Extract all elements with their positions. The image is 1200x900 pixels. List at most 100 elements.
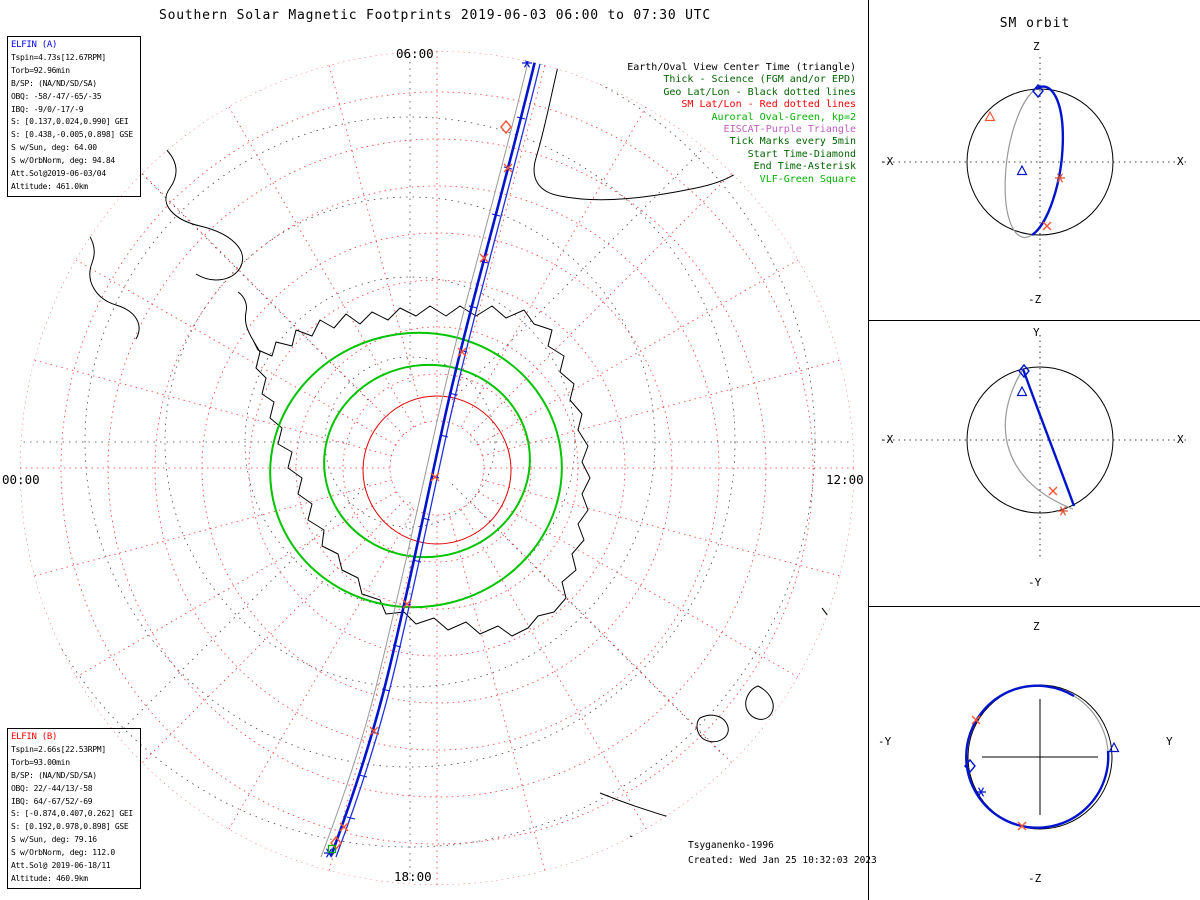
auroral-oval (269, 331, 563, 609)
orbit-gray-arc (1004, 368, 1074, 510)
legend-line: Thick - Science (FGM and/or EPD) (663, 74, 856, 86)
elfin-b-info-line: S: [0.192,0.978,0.898] GSE (11, 822, 129, 832)
legend-line: Tick Marks every 5min (729, 136, 856, 148)
elfin-a-info-line: S w/Sun, deg: 64.00 (11, 143, 97, 153)
main-polar-plot (20, 51, 854, 885)
antarctica-outline (252, 305, 591, 637)
panel-axes-dotted (882, 335, 1190, 559)
panel-axes-dotted (882, 57, 1190, 281)
antarctic-peninsula (237, 291, 254, 341)
axis-label-y-pos: Y (1033, 326, 1040, 339)
five-min-ticks (346, 116, 526, 820)
legend-line: Geo Lat/Lon - Black dotted lines (663, 86, 856, 98)
mlt-label-top: 06:00 (396, 46, 434, 61)
geo-lat-lon-grid (20, 51, 850, 882)
elfin-b-title: ELFIN (B) (11, 732, 58, 742)
legend-line: End Time-Asterisk (753, 161, 856, 173)
model-label: Tsyganenko-1996 (688, 840, 774, 851)
sm-orbit-panel-xy: Y -Y -X X (870, 321, 1200, 606)
elfin-b-info-line: OBQ: 22/-44/13/-58 (11, 783, 93, 793)
created-timestamp: Created: Wed Jan 25 10:32:03 2023 (688, 855, 877, 866)
elfin-b-info-line: S w/Sun, deg: 79.16 (11, 835, 97, 845)
earth-circle (966, 366, 1114, 514)
eiscat-view-triangle (984, 111, 996, 122)
sm-orbit-panel-yz-plot (964, 684, 1120, 831)
elfin-b-info-line: Altitude: 460.9km (11, 873, 88, 883)
elfin-b-info-line: S w/OrbNorm, deg: 112.0 (11, 848, 115, 858)
elfin-a-info-box: ELFIN (A) Tspin=4.73s[12.67RPM] Torb=92.… (7, 36, 141, 197)
legend-line: SM Lat/Lon - Red dotted lines (681, 99, 856, 111)
footprint-track-gray (320, 61, 529, 858)
axis-label-z-pos: Z (1033, 40, 1040, 53)
sm-orbit-title: SM orbit (999, 16, 1071, 31)
elfin-a-info-line: Att.Sol@2019-06-03/04 (11, 169, 106, 179)
mlt-label-bottom: 18:00 (394, 869, 432, 884)
orbit-science-arc (1031, 85, 1065, 236)
sm-lat-lon-grid (20, 51, 854, 885)
axis-label-y-neg: -Y (878, 735, 892, 748)
legend-line: Auroral Oval-Green, kp=2 (711, 111, 857, 123)
legend-line: VLF-Green Square (759, 173, 856, 185)
footprint-track-elfin-b (335, 59, 542, 858)
orbit-gray-arc (1004, 88, 1037, 239)
axis-label-z-pos: Z (1033, 620, 1040, 633)
panel-divider-vertical (868, 0, 869, 900)
elfin-b-info-line: Tspin=2.66s[22.53RPM] (11, 744, 106, 754)
island-chain (744, 759, 771, 793)
axis-label-x-neg: -X (880, 155, 894, 168)
mlt-label-left: 00:00 (2, 472, 40, 487)
elfin-a-info-line: S: [0.438,-0.005,0.898] GSE (11, 130, 133, 140)
coast-fragment-left (59, 212, 140, 340)
view-center-triangle (1016, 386, 1028, 397)
footprint-track-elfin-a (329, 56, 538, 857)
elfin-a-info-line: OBQ: -58/-47/-65/-35 (11, 91, 102, 101)
sm-orbit-panel-yz: Z -Z -Y Y (870, 607, 1200, 900)
orbit-science-arc (965, 684, 1110, 829)
coast-right-edge-arc (816, 607, 848, 732)
legend-line: Start Time-Diamond (747, 148, 856, 160)
elfin-b-info-line: IBQ: 64/-67/52/-69 (11, 796, 93, 806)
elfin-a-title: ELFIN (A) (11, 40, 58, 50)
axis-label-y-neg: -Y (1028, 576, 1042, 589)
sm-orbit-panel-xy-plot (882, 335, 1190, 559)
elfin-b-info-line: S: [-0.874,0.407,0.262] GEI (11, 809, 133, 819)
orange-tick-marks (339, 163, 513, 832)
island-2 (745, 685, 774, 720)
panel-axes-cross (982, 699, 1098, 815)
legend-line: Earth/Oval View Center Time (triangle) (627, 62, 856, 73)
elfin-a-info-line: Tspin=4.73s[12.67RPM] (11, 52, 106, 62)
axis-label-z-neg: -Z (1028, 293, 1042, 306)
elfin-a-info-line: S w/OrbNorm, deg: 94.84 (11, 156, 115, 166)
sm-orbit-panel-xz-plot (882, 57, 1190, 281)
plot-legend: Earth/Oval View Center Time (triangle) T… (520, 62, 856, 186)
axis-label-y-pos: Y (1166, 735, 1173, 748)
elfin-a-info-line: B/SP: (NA/ND/SD/SA) (11, 78, 97, 88)
coast-fragment-topleft (147, 137, 243, 281)
main-title: Southern Solar Magnetic Footprints 2019-… (158, 8, 712, 23)
island-1 (696, 714, 729, 743)
sm-inner-latitude-circle (362, 395, 512, 545)
elfin-b-info-line: Att.Sol@ 2019-06-18/11 (11, 861, 111, 871)
orbit-science-arc (1021, 368, 1076, 507)
elfin-a-info-line: Altitude: 461.0km (11, 181, 88, 191)
axis-label-x-neg: -X (880, 433, 894, 446)
panel-divider-h2 (868, 606, 1200, 607)
sm-orbit-panel-xz: Z -Z -X X (870, 35, 1200, 320)
axis-label-z-neg: -Z (1028, 872, 1042, 885)
legend-line: EISCAT-Purple Triangle (723, 124, 856, 136)
panel-divider-h1 (868, 320, 1200, 321)
orbit-gray-arc (1073, 695, 1109, 752)
elfin-b-info-box: ELFIN (B) Tspin=2.66s[22.53RPM] Torb=93.… (7, 728, 141, 889)
plot-footer: Tsyganenko-1996 Created: Wed Jan 25 10:3… (688, 838, 877, 868)
elfin-b-info-line: Torb=93.00min (11, 757, 70, 767)
axis-label-x-pos: X (1177, 433, 1184, 446)
earth-circle (966, 88, 1114, 236)
axis-label-x-pos: X (1177, 155, 1184, 168)
elfin-a-info-line: Torb=92.96min (11, 65, 70, 75)
elfin-a-info-line: IBQ: -9/0/-17/-9 (11, 104, 84, 114)
view-center-triangle (1016, 165, 1028, 176)
orbit-x-tick (1042, 221, 1052, 231)
orbit-x-tick (1048, 486, 1058, 496)
elfin-b-info-line: B/SP: (NA/ND/SD/SA) (11, 770, 97, 780)
